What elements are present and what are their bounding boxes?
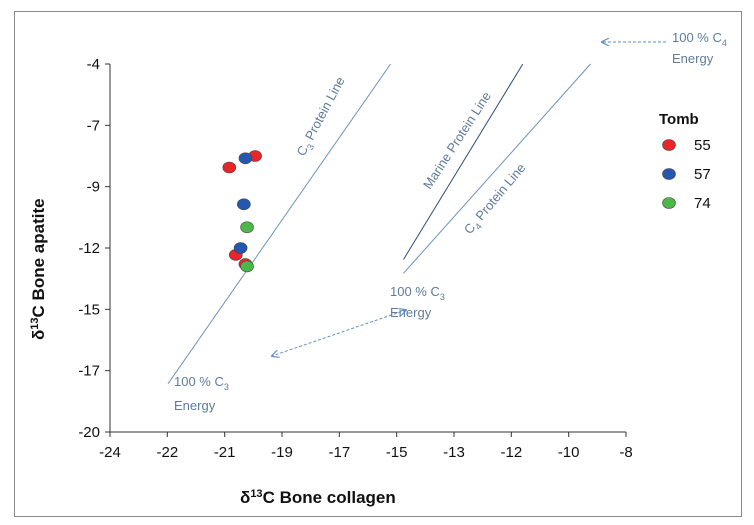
data-point-tomb-57 [238,152,253,165]
x-tick-label: -15 [386,444,408,461]
data-point-tomb-57 [233,242,248,254]
chart-frame [14,11,742,517]
legend-marker-57 [662,168,676,180]
data-point-tomb-57 [237,198,251,211]
annotation-c3-energy-mid-line1: 100 % C3 [390,284,445,302]
c4-protein-line [403,63,591,274]
y-tick-label: -12 [78,240,100,257]
x-tick-label: -13 [443,444,465,461]
x-tick-label: -19 [271,444,293,461]
x-tick-label: -21 [214,444,236,461]
c3-energy-arrow [272,310,406,356]
data-point-tomb-74 [240,221,254,234]
annotation-c3-energy-low-line1: 100 % C3 [174,374,229,392]
y-axis-title: δ13C Bone apatite [29,198,48,340]
data-point-tomb-74 [240,260,254,273]
annotation-c4-energy-line1: 100 % C4 [672,30,727,48]
x-tick-label: -12 [500,444,522,461]
marine-protein-line [403,63,524,260]
annotation-c4-energy-line2: Energy [672,51,714,66]
y-tick-label: -4 [87,56,100,73]
c3-protein-line [167,63,391,384]
c4-protein-line-label: C4 Protein Line [461,160,531,239]
x-tick-label: -10 [558,444,580,461]
y-tick-label: -9 [87,179,100,196]
legend-label-55: 55 [694,137,711,154]
y-tick-label: -7 [87,117,100,134]
x-tick-label: -8 [619,444,632,461]
c3-protein-line-label: C3 Protein Line [293,74,350,160]
x-tick-label: -24 [99,444,121,461]
marine-protein-line-label: Marine Protein Line [420,89,494,192]
data-point-tomb-55 [222,161,237,174]
y-tick-label: -20 [78,424,100,441]
y-tick-label: -15 [78,301,100,318]
x-tick-label: -22 [156,444,178,461]
legend-label-74: 74 [694,195,711,212]
y-tick-label: -17 [78,363,100,380]
legend-title: Tomb [659,111,699,128]
legend: Tomb 55 57 74 [659,111,711,212]
legend-marker-74 [662,197,676,209]
annotation-c3-energy-low-line2: Energy [174,398,216,413]
legend-label-57: 57 [694,166,711,183]
legend-marker-55 [662,139,676,151]
annotation-c3-energy-mid-line2: Energy [390,305,432,320]
x-axis-title: δ13C Bone collagen [240,488,396,507]
x-tick-label: -17 [328,444,350,461]
